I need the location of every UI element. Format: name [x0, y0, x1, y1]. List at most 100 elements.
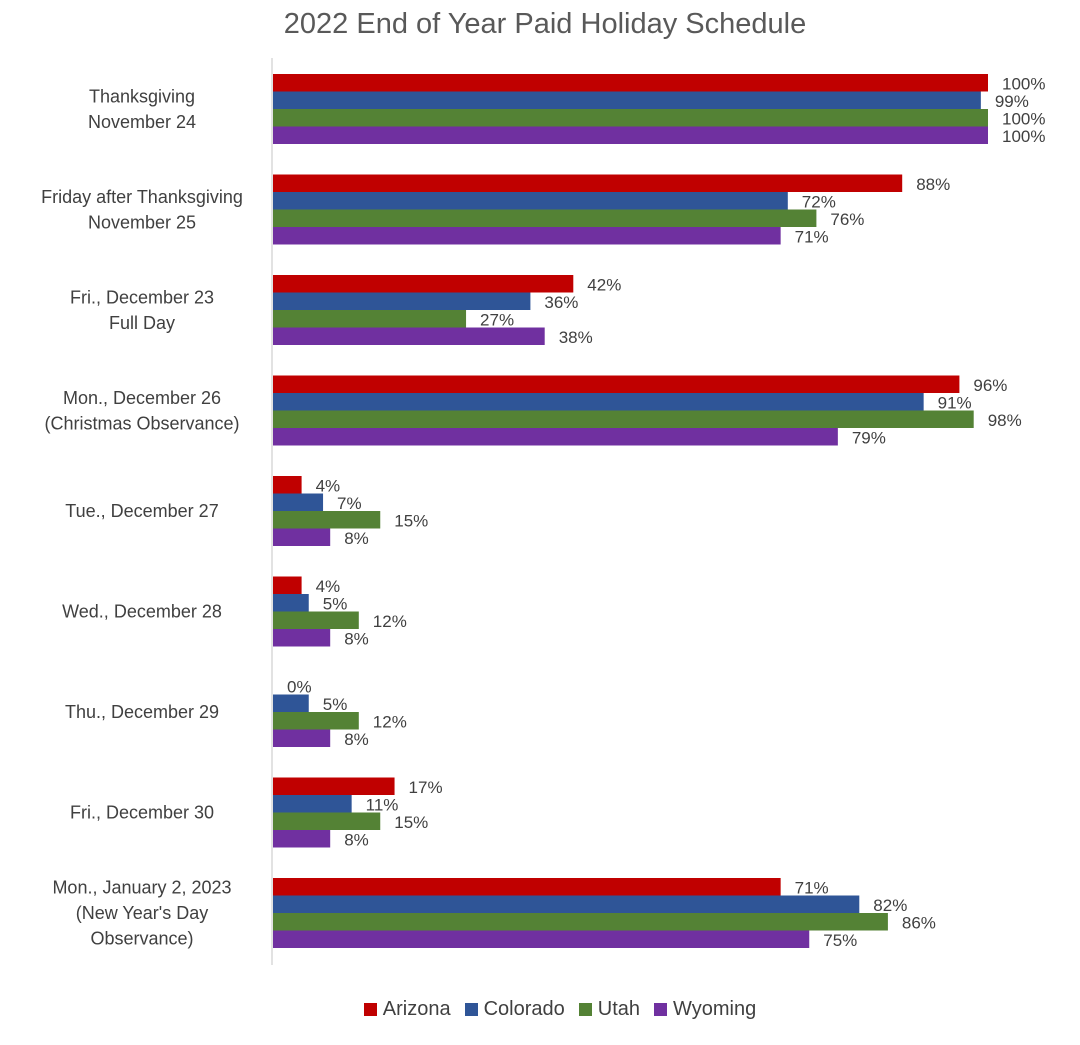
- data-label-utah: 15%: [394, 813, 428, 832]
- data-label-wyoming: 8%: [344, 730, 369, 749]
- bar-arizona: [273, 74, 988, 92]
- category-label-line: November 24: [88, 112, 196, 132]
- legend-label: Wyoming: [673, 998, 757, 1020]
- data-label-wyoming: 38%: [559, 328, 593, 347]
- data-label-arizona: 71%: [795, 879, 829, 898]
- data-label-utah: 27%: [480, 311, 514, 330]
- bar-colorado: [273, 694, 309, 712]
- category-label: Thanksgiving November 24: [88, 86, 196, 132]
- bar-wyoming: [273, 729, 331, 747]
- data-label-arizona: 100%: [1002, 75, 1045, 94]
- bar-utah: [273, 109, 988, 127]
- bar-utah: [273, 310, 467, 328]
- data-label-colorado: 5%: [323, 595, 348, 614]
- bar-colorado: [273, 91, 981, 109]
- bar-wyoming: [273, 629, 331, 647]
- data-label-wyoming: 75%: [823, 931, 857, 950]
- bar-chart: Thanksgiving November 24 Friday after Than…: [41, 58, 1045, 965]
- data-label-utah: 15%: [394, 512, 428, 531]
- data-label-wyoming: 8%: [344, 831, 369, 850]
- category-label: Fri., December 30: [70, 803, 214, 823]
- category-label-line: (New Year's Day: [76, 903, 209, 923]
- bar-arizona: [273, 777, 395, 795]
- category-label-line: November 25: [88, 212, 196, 232]
- data-label-arizona: 42%: [587, 276, 621, 295]
- legend-label: Utah: [597, 998, 641, 1020]
- bar-utah: [273, 913, 888, 931]
- bar-utah: [273, 511, 381, 529]
- bar-utah: [273, 410, 974, 428]
- category-label-line: Full Day: [109, 313, 175, 333]
- chart-title: 2022 End of Year Paid Holiday Schedule: [283, 8, 807, 40]
- bar-utah: [273, 209, 817, 227]
- bar-colorado: [273, 895, 860, 913]
- category-label: Wed., December 28: [62, 602, 222, 622]
- data-label-colorado: 7%: [337, 494, 362, 513]
- category-label-line: Tue., December 27: [65, 501, 218, 521]
- bar-wyoming: [273, 930, 810, 948]
- legend-swatch: [363, 1003, 377, 1016]
- data-labels: 100%99%100%100%88%72%76%71%42%36%27%38%9…: [287, 75, 1045, 951]
- bar-wyoming: [273, 528, 331, 546]
- bar-utah: [273, 712, 359, 730]
- bar-arizona: [273, 476, 302, 494]
- bar-colorado: [273, 393, 924, 411]
- data-label-utah: 86%: [902, 914, 936, 933]
- category-label: Tue., December 27: [65, 501, 218, 521]
- category-label-line: Fri., December 23: [70, 287, 214, 307]
- legend-item-arizona: Arizona: [363, 998, 451, 1021]
- bar-arizona: [273, 174, 903, 192]
- category-label-line: Thu., December 29: [65, 702, 219, 722]
- category-label: Friday after Thanksgiving November 25: [41, 187, 243, 233]
- bar-colorado: [273, 493, 324, 511]
- category-label-line: Mon., December 26: [63, 388, 221, 408]
- data-label-colorado: 82%: [873, 896, 907, 915]
- legend-swatch: [578, 1003, 592, 1016]
- category-label-line: Friday after Thanksgiving: [41, 187, 243, 207]
- bar-utah: [273, 812, 381, 830]
- data-label-arizona: 17%: [409, 778, 443, 797]
- data-label-utah: 12%: [373, 612, 407, 631]
- category-label-line: Wed., December 28: [62, 602, 222, 622]
- category-labels: Thanksgiving November 24 Friday after Than…: [41, 86, 243, 948]
- data-label-wyoming: 8%: [344, 630, 369, 649]
- data-label-arizona: 88%: [916, 175, 950, 194]
- data-label-arizona: 4%: [316, 577, 341, 596]
- category-label: Mon., January 2, 2023 (New Year's Day Obse…: [52, 878, 231, 949]
- data-label-colorado: 91%: [938, 394, 972, 413]
- category-label-line: Observance): [90, 929, 193, 949]
- data-label-utah: 98%: [988, 411, 1022, 430]
- legend-label: Colorado: [483, 998, 565, 1020]
- bar-colorado: [273, 292, 531, 310]
- legend: Arizona Colorado Utah Wyoming: [0, 998, 1080, 1021]
- category-label: Fri., December 23 Full Day: [70, 287, 214, 333]
- bar-arizona: [273, 576, 302, 594]
- data-label-arizona: 0%: [287, 678, 312, 697]
- bar-wyoming: [273, 327, 545, 345]
- data-label-wyoming: 79%: [852, 429, 886, 448]
- data-label-wyoming: 8%: [344, 529, 369, 548]
- bar-arizona: [273, 878, 781, 896]
- category-label-line: Mon., January 2, 2023: [52, 878, 231, 898]
- category-label: Mon., December 26 (Christmas Observance): [44, 388, 239, 434]
- data-label-arizona: 4%: [316, 477, 341, 496]
- legend-item-utah: Utah: [578, 998, 641, 1021]
- bar-wyoming: [273, 830, 331, 848]
- legend-item-wyoming: Wyoming: [654, 998, 756, 1021]
- bar-colorado: [273, 594, 309, 612]
- legend-swatch: [464, 1003, 478, 1016]
- data-label-utah: 76%: [830, 210, 864, 229]
- data-label-wyoming: 71%: [795, 228, 829, 247]
- bar-arizona: [273, 375, 960, 393]
- data-label-utah: 12%: [373, 713, 407, 732]
- data-label-colorado: 72%: [802, 193, 836, 212]
- data-label-colorado: 36%: [544, 293, 578, 312]
- data-label-colorado: 5%: [323, 695, 348, 714]
- legend-swatch: [654, 1003, 668, 1016]
- bar-colorado: [273, 192, 788, 210]
- bar-wyoming: [273, 227, 781, 245]
- category-label-line: (Christmas Observance): [44, 413, 239, 433]
- data-label-utah: 100%: [1002, 110, 1045, 129]
- category-label: Thu., December 29: [65, 702, 219, 722]
- category-label-line: Thanksgiving: [89, 86, 195, 106]
